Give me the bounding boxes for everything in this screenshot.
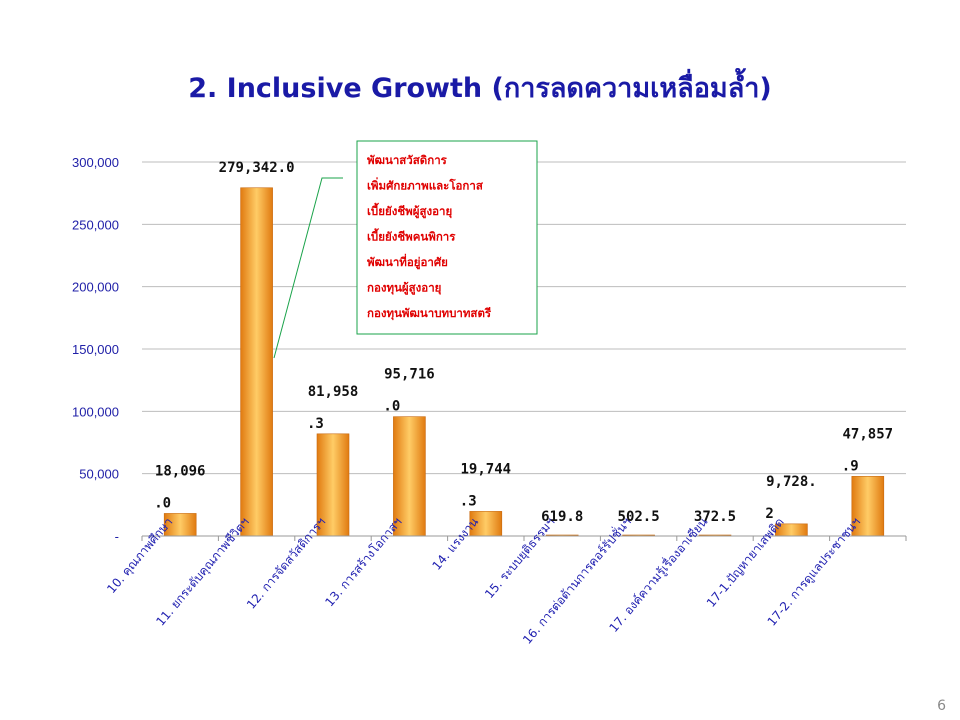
data-label: 279,342.0 [219, 160, 295, 176]
callout-line: เบี้ยยังชีพผู้สูงอายุ [367, 202, 452, 219]
y-tick-label: 50,000 [79, 467, 119, 482]
bar [240, 187, 273, 537]
y-axis: - 50,000 100,000 150,000 200,000 250,000 300,0… [72, 155, 119, 544]
y-tick-label: 100,000 [72, 404, 119, 419]
callout-line: กองทุนผู้สูงอายุ [367, 281, 441, 296]
data-label: .3 [307, 416, 324, 432]
callout-line: เพิ่มศักยภาพและโอกาส [367, 177, 484, 193]
callout-line: เบี้ยยังชีพคนพิการ [367, 228, 456, 244]
data-label: 47,857 [843, 426, 894, 442]
data-labels: 18,096 .0 279,342.0 81,958 .3 95,716 .0 19,744.… [154, 160, 893, 525]
data-label: 2 [765, 506, 773, 522]
bar [393, 416, 426, 537]
data-label: 9,728. [766, 474, 817, 490]
x-tick-label: 10. คุณภาพศึกษา [104, 515, 176, 597]
y-tick-label: 250,000 [72, 217, 119, 232]
bar [851, 476, 885, 537]
y-tick-label: 150,000 [72, 342, 119, 357]
data-label: 95,716 [384, 367, 435, 383]
data-label: .3 [460, 493, 477, 509]
data-label: .0 [383, 399, 400, 415]
data-label: 372.5 [694, 509, 736, 525]
page-number: 6 [937, 698, 946, 714]
y-tick-label: - [115, 529, 119, 544]
callout-annotation: พัฒนาสวัสดิการเพิ่มศักยภาพและโอกาสเบี้ยย… [273, 140, 538, 359]
callout-line: พัฒนาที่อยู่อาศัย [367, 253, 448, 270]
callout-line: กองทุนพัฒนาบทบาทสตรี [367, 306, 492, 321]
data-label: 18,096 [155, 463, 206, 479]
data-label: 502.5 [618, 509, 660, 525]
data-label: .0 [154, 495, 171, 511]
data-label: .9 [842, 458, 859, 474]
y-tick-label: 200,000 [72, 280, 119, 295]
bars [163, 187, 885, 537]
chart-title: 2. Inclusive Growth (การลดความเหลื่อมล้ำ… [188, 73, 772, 104]
data-label: 19,744 [461, 461, 512, 477]
y-tick-label: 300,000 [72, 155, 119, 170]
bar [469, 511, 503, 537]
x-tick-label: 14. แรงงาน [429, 515, 481, 573]
x-tick-label: 17-1.ปัญหายาเสพติด [704, 515, 787, 610]
callout-leader-line [273, 177, 343, 359]
callout-box [356, 140, 538, 335]
callout-line: พัฒนาสวัสดิการ [367, 153, 448, 167]
data-label: 81,958 [308, 384, 359, 400]
data-label: 619.8 [541, 509, 583, 525]
bar [316, 433, 350, 537]
